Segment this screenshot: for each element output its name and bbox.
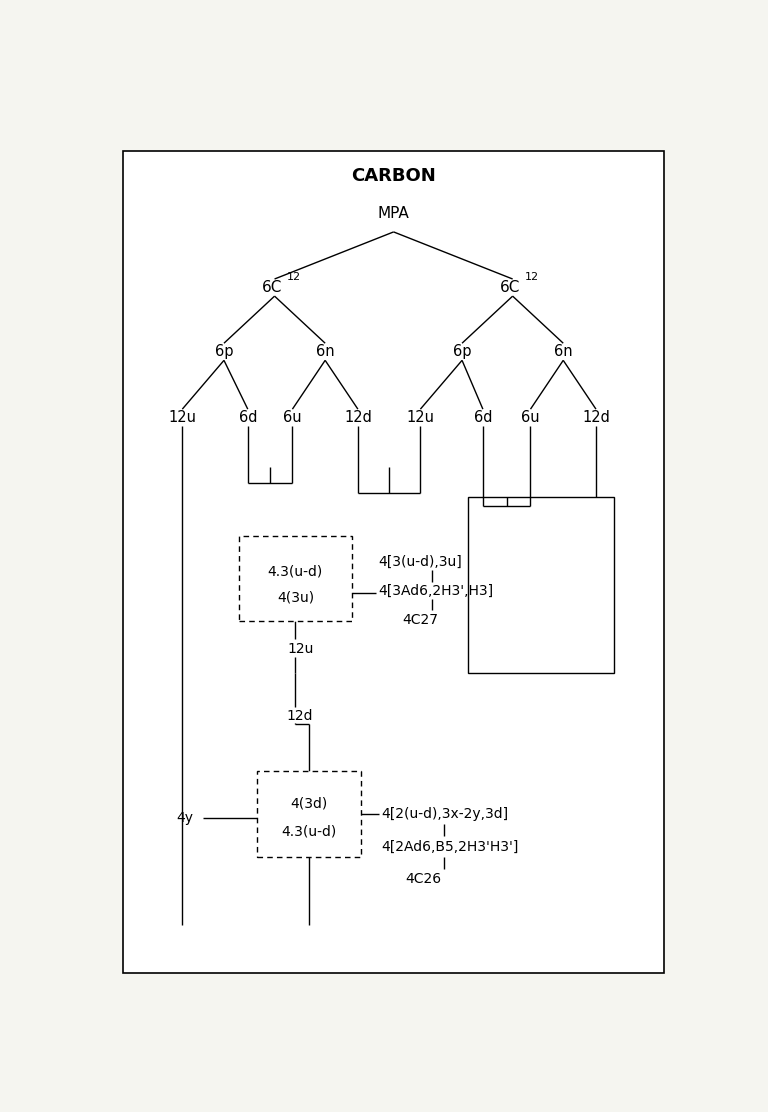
Text: 4y: 4y [177,812,194,825]
Text: 12u: 12u [168,410,197,425]
Bar [158,724,620,925]
Text: 6d: 6d [239,410,257,425]
Text: 6p: 6p [453,345,472,359]
Text: 4[2Ad6,B5,2H3'H3']: 4[2Ad6,B5,2H3'H3'] [382,840,519,854]
Text: 6d: 6d [474,410,492,425]
Text: 6p: 6p [215,345,233,359]
Text: 12: 12 [286,272,300,282]
Text: 12: 12 [525,272,538,282]
Text: 6u: 6u [283,410,302,425]
Text: 4.3(u-d): 4.3(u-d) [281,824,336,838]
Text: 4[3Ad6,2H3',H3]: 4[3Ad6,2H3',H3] [379,584,494,597]
Text: CARBON: CARBON [351,167,436,186]
Bar [257,772,361,857]
Text: 4(3d): 4(3d) [290,796,327,810]
Text: 6C: 6C [261,280,282,295]
Bar [468,497,614,673]
Text: 6C: 6C [499,280,520,295]
Text: 6n: 6n [554,345,573,359]
Text: 12d: 12d [287,708,313,723]
Text: 4[3(u-d),3u]: 4[3(u-d),3u] [379,555,462,568]
Text: 12u: 12u [406,410,435,425]
Text: 4C27: 4C27 [402,613,439,627]
Bar [236,467,614,673]
Text: 12u: 12u [287,642,313,656]
Text: 6u: 6u [521,410,540,425]
Text: 12d: 12d [582,410,610,425]
Text: 4C26: 4C26 [406,872,442,886]
Text: 4[2(u-d),3x-2y,3d]: 4[2(u-d),3x-2y,3d] [382,807,509,821]
Text: 6n: 6n [316,345,335,359]
Text: 12d: 12d [344,410,372,425]
Text: 4(3u): 4(3u) [276,590,314,605]
Text: 4.3(u-d): 4.3(u-d) [268,565,323,579]
Bar [239,536,352,622]
Text: MPA: MPA [378,207,409,221]
